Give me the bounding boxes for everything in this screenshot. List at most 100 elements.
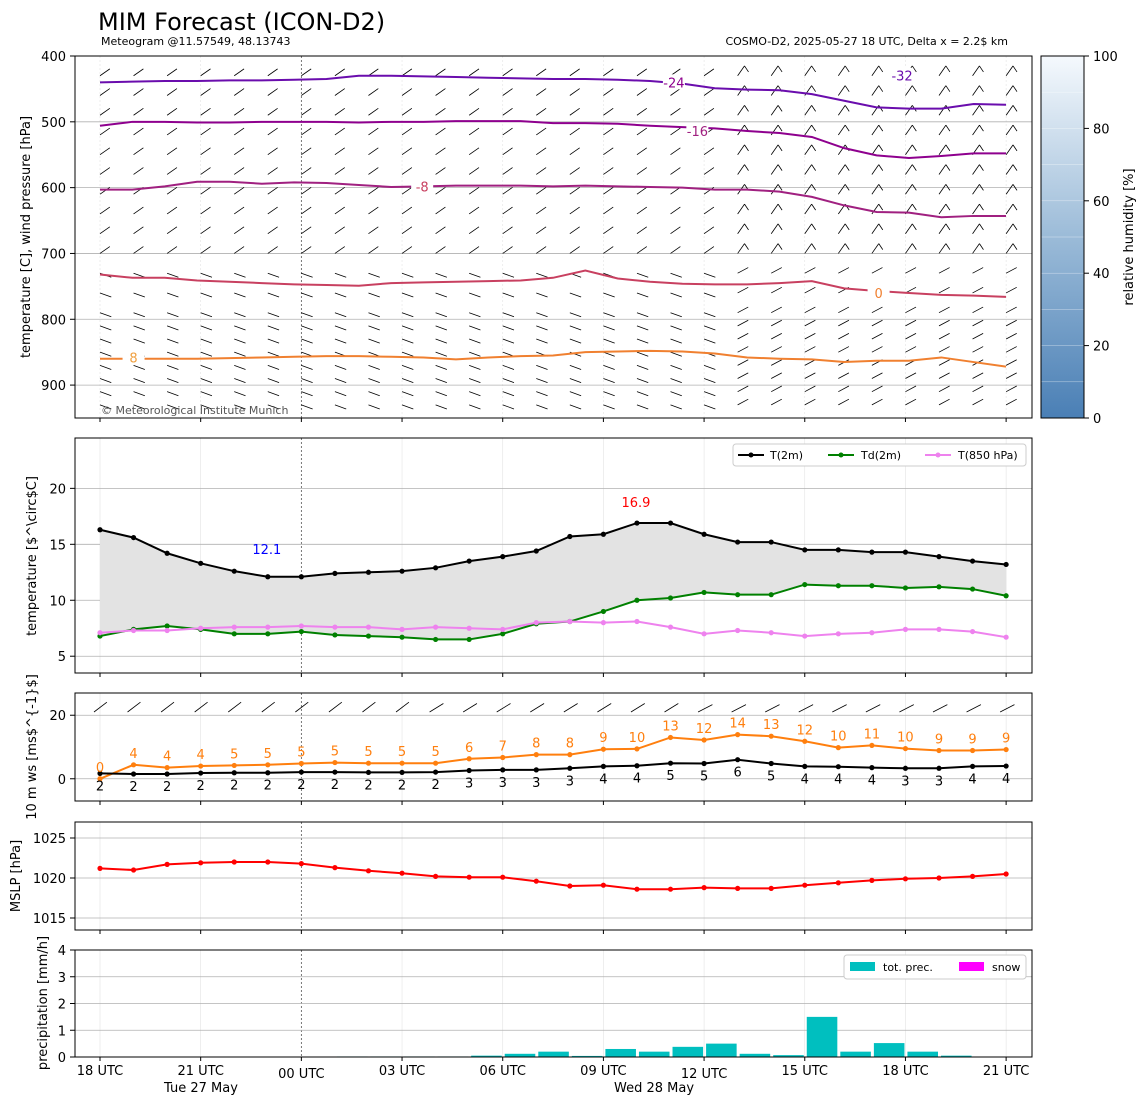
wind-barb [972, 203, 980, 215]
wind-barb [670, 206, 681, 215]
precipitation-bar [706, 1043, 737, 1057]
wind-barb [99, 127, 111, 136]
wind-barb [972, 184, 980, 195]
mslp-point [768, 885, 774, 892]
wind-barb [99, 246, 111, 254]
wind-barb [804, 333, 816, 340]
wind-barb [234, 351, 246, 357]
wind-barb-flag [777, 243, 783, 250]
wind-barb [703, 206, 715, 215]
contour-label: 8 [129, 351, 137, 366]
wind-barb [401, 312, 414, 318]
legend-t2m-marker [748, 452, 754, 458]
t2m-point [500, 554, 506, 560]
wind-barb [905, 346, 917, 353]
t2m-point [735, 539, 741, 545]
wind-barb [871, 65, 880, 76]
wind-barb [267, 147, 278, 156]
wind-barb [569, 147, 580, 156]
wind-barb-flag [911, 243, 917, 250]
wind-barb [468, 187, 480, 195]
wind-barb [435, 325, 448, 331]
mslp-point [231, 859, 237, 865]
wind-barb [401, 246, 413, 254]
y-tick-label: 2 [58, 998, 66, 1013]
wind-barb [636, 364, 649, 370]
wind-barb-flag [744, 243, 749, 250]
wind-barb [804, 319, 816, 327]
wind-barb [804, 105, 812, 116]
wind-barb-flag [811, 85, 816, 92]
wind-barb [972, 372, 984, 379]
wind-barb [737, 306, 749, 314]
mean-wind-value-label: 2 [96, 779, 104, 794]
legend-precip-label: tot. prec. [883, 961, 933, 974]
temperature-series [97, 520, 1009, 643]
t850-point [332, 624, 338, 630]
y-tick-label: 700 [41, 247, 66, 262]
t2m-point [433, 565, 439, 571]
wind-barb [502, 68, 513, 77]
wind-barb [737, 333, 749, 340]
t2m-point [466, 558, 472, 564]
surface-wind-barb [93, 701, 108, 713]
legend-td2m-label: Td(2m) [860, 449, 901, 462]
t2m-point [298, 574, 304, 580]
mslp-point [634, 886, 640, 892]
surface-wind-barb [999, 704, 1015, 713]
wind-barb [401, 88, 413, 96]
legend-precip-swatch [850, 962, 875, 971]
wind-series: 0 4 4 4 5 5 5 5 5 5 5 6 7 8 8 9 10 13 12 14 13 12 10 11 10 9 9 9 2 2 2… [96, 717, 1010, 795]
wind-barb-flag [979, 164, 984, 171]
wind-barb [368, 404, 380, 410]
wind-barb-flag [744, 105, 749, 112]
mslp-point [667, 886, 674, 892]
wind-barb [200, 147, 211, 156]
wind-barb [871, 203, 880, 215]
wind-barb [469, 404, 481, 410]
wind-barb [703, 404, 716, 410]
wind-barb [737, 372, 749, 379]
wind-barb-flag [979, 105, 984, 112]
x-tick-label: 15 UTC [782, 1064, 828, 1079]
wind-barb [334, 404, 347, 410]
wind-barb [166, 167, 178, 175]
mean-wind-point [298, 769, 304, 775]
temperature-y-ticks: 5 10 15 20 [49, 482, 75, 665]
surface-wind-barb [765, 704, 780, 713]
mslp-ylabel: MSLP [hPa] [9, 840, 24, 912]
wind-barb [200, 338, 213, 344]
surface-wind-barb [429, 703, 444, 713]
t850-point [902, 626, 909, 632]
wind-barb [670, 378, 682, 383]
wind-barb [804, 184, 812, 195]
t2m-point [600, 531, 607, 537]
wind-barb [536, 187, 547, 195]
gust-point [735, 732, 741, 738]
wind-barb-flag [1012, 184, 1018, 191]
wind-barb [536, 312, 548, 318]
wind-barb [1005, 372, 1017, 379]
wind-barb [334, 272, 347, 278]
wind-barb [770, 105, 779, 116]
wind-barb [972, 346, 984, 353]
wind-barb [99, 391, 112, 397]
wind-barb [737, 105, 745, 116]
wind-barb [468, 108, 480, 116]
wind-barb [133, 167, 144, 175]
wind-barb [972, 243, 980, 254]
precipitation-bar [638, 1051, 670, 1057]
wind-barb [234, 187, 245, 195]
wind-barb [200, 187, 211, 195]
contour-label: -32 [891, 70, 912, 85]
upper-air-panel: -32 -24 -16 -8 0 8 400 500 600 700 800 900 tempera… [19, 50, 1033, 419]
wind-barb [133, 147, 144, 156]
wind-barb [234, 226, 245, 235]
gust-point [130, 762, 137, 768]
t2m-point [768, 539, 774, 545]
wind-barb-flag [979, 144, 984, 152]
surface-wind-barb [731, 704, 747, 713]
colorbar-tick-label: 60 [1093, 195, 1110, 210]
wind-barb [536, 246, 547, 254]
mean-wind-value-label: 3 [532, 776, 540, 791]
